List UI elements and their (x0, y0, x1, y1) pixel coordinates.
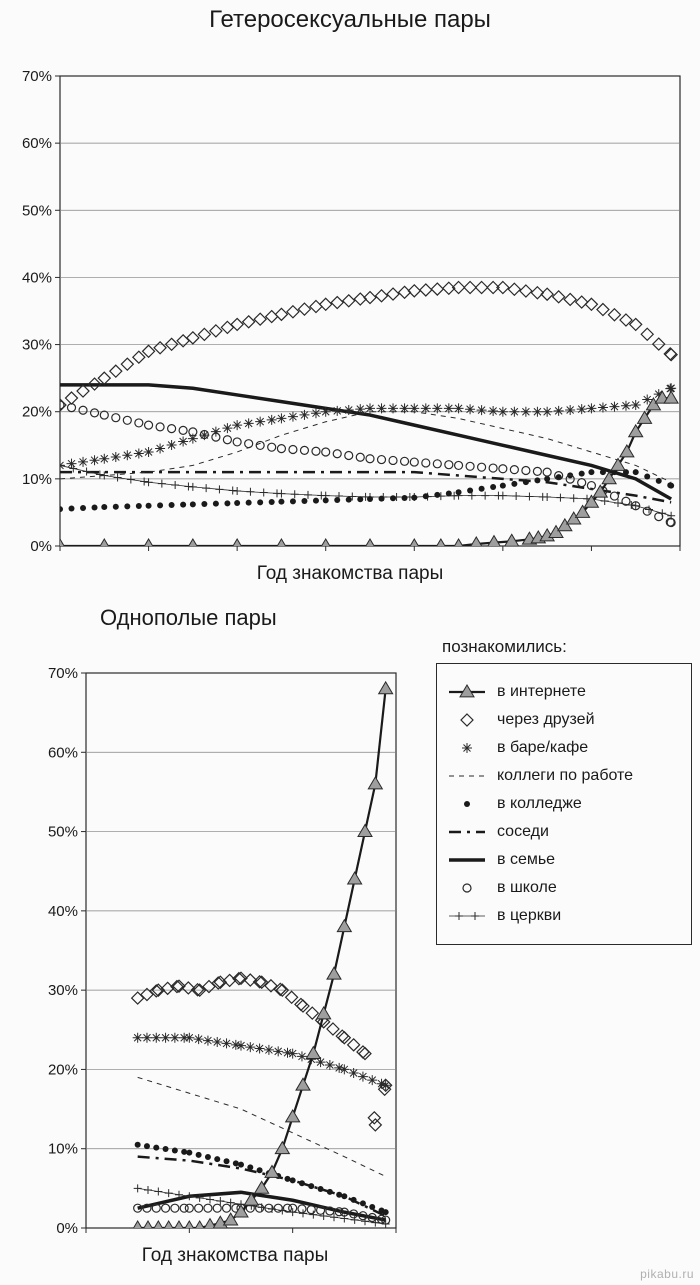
svg-text:1940: 1940 (43, 553, 76, 554)
chart1-title: Гетеросексуальные пары (0, 0, 700, 34)
chart2-panel: Однополые пары 0% 10% 20% 30% 40% 50% 60% 70% 19… (0, 599, 430, 1267)
legend-item-internet: в интернете (447, 682, 683, 702)
legend-label: через друзей (497, 710, 595, 729)
svg-text:1960: 1960 (220, 553, 253, 554)
legend-swatch-church (447, 906, 487, 926)
legend-swatch-neighbors (447, 822, 487, 842)
page-root: { "watermark": "pikabu.ru", "colors": { … (0, 0, 700, 1285)
legend-item-college: в колледже (447, 794, 683, 814)
legend-item-bar: в баре/кафе (447, 738, 683, 758)
svg-text:0%: 0% (30, 538, 52, 554)
legend-title: познакомились: (442, 637, 692, 657)
legend-swatch-school (447, 878, 487, 898)
chart2-title: Однополые пары (60, 599, 430, 631)
legend-swatch-internet (447, 682, 487, 702)
legend-label: коллеги по работе (497, 766, 633, 785)
chart1-panel: Гетеросексуальные пары 0% 10% 20% 30% 40% 50%… (0, 0, 700, 585)
svg-text:30%: 30% (48, 982, 78, 999)
svg-text:1970: 1970 (309, 553, 342, 554)
legend-label: в школе (497, 878, 557, 897)
svg-text:0%: 0% (56, 1220, 78, 1236)
legend-panel: познакомились: в интернетечерез друзейв … (430, 599, 700, 1267)
legend-item-friends: через друзей (447, 710, 683, 730)
legend-item-cowork: коллеги по работе (447, 766, 683, 786)
svg-text:50%: 50% (48, 824, 78, 841)
legend-label: в баре/кафе (497, 738, 588, 757)
svg-text:1980: 1980 (69, 1235, 102, 1236)
svg-text:40%: 40% (22, 269, 52, 286)
svg-text:50%: 50% (22, 202, 52, 219)
svg-text:40%: 40% (48, 903, 78, 920)
legend-label: в церкви (497, 906, 561, 925)
chart1-xlabel: Год знакомства пары (0, 563, 700, 585)
svg-text:60%: 60% (48, 744, 78, 761)
svg-text:1990: 1990 (486, 553, 519, 554)
svg-text:10%: 10% (22, 471, 52, 488)
svg-text:30%: 30% (22, 337, 52, 354)
legend-item-church: в церкви (447, 906, 683, 926)
svg-text:2000: 2000 (575, 553, 608, 554)
legend-box: в интернете через друзей в баре/кафе коллег… (436, 663, 692, 945)
svg-text:70%: 70% (48, 665, 78, 682)
legend-label: в семье (497, 850, 555, 869)
svg-text:20%: 20% (48, 1061, 78, 1078)
svg-text:1990: 1990 (173, 1235, 206, 1236)
legend-item-neighbors: соседи (447, 822, 683, 842)
svg-text:1980: 1980 (398, 553, 431, 554)
svg-text:60%: 60% (22, 135, 52, 152)
legend-label: в колледже (497, 794, 582, 813)
legend-swatch-cowork (447, 766, 487, 786)
watermark: pikabu.ru (640, 1267, 694, 1281)
legend-swatch-family (447, 850, 487, 870)
svg-text:70%: 70% (22, 68, 52, 85)
svg-text:10%: 10% (48, 1141, 78, 1158)
svg-text:1950: 1950 (132, 553, 165, 554)
svg-text:20%: 20% (22, 404, 52, 421)
chart2-row: Однополые пары 0% 10% 20% 30% 40% 50% 60% 70% 19… (0, 599, 700, 1267)
svg-text:2010: 2010 (379, 1235, 412, 1236)
chart1-plot: 0% 10% 20% 30% 40% 50% 60% 70% 1940 1950 1960 1970 1… (0, 34, 700, 554)
legend-item-school: в школе (447, 878, 683, 898)
legend-swatch-friends (447, 710, 487, 730)
legend-swatch-bar (447, 738, 487, 758)
legend-item-family: в семье (447, 850, 683, 870)
chart2-plot: 0% 10% 20% 30% 40% 50% 60% 70% 1980 1990 2000 2010 (0, 631, 430, 1236)
svg-text:2000: 2000 (276, 1235, 309, 1236)
svg-text:2010: 2010 (663, 553, 696, 554)
legend-label: соседи (497, 822, 549, 841)
chart2-xlabel: Год знакомства пары (0, 1245, 430, 1267)
legend-swatch-college (447, 794, 487, 814)
legend-label: в интернете (497, 682, 586, 701)
